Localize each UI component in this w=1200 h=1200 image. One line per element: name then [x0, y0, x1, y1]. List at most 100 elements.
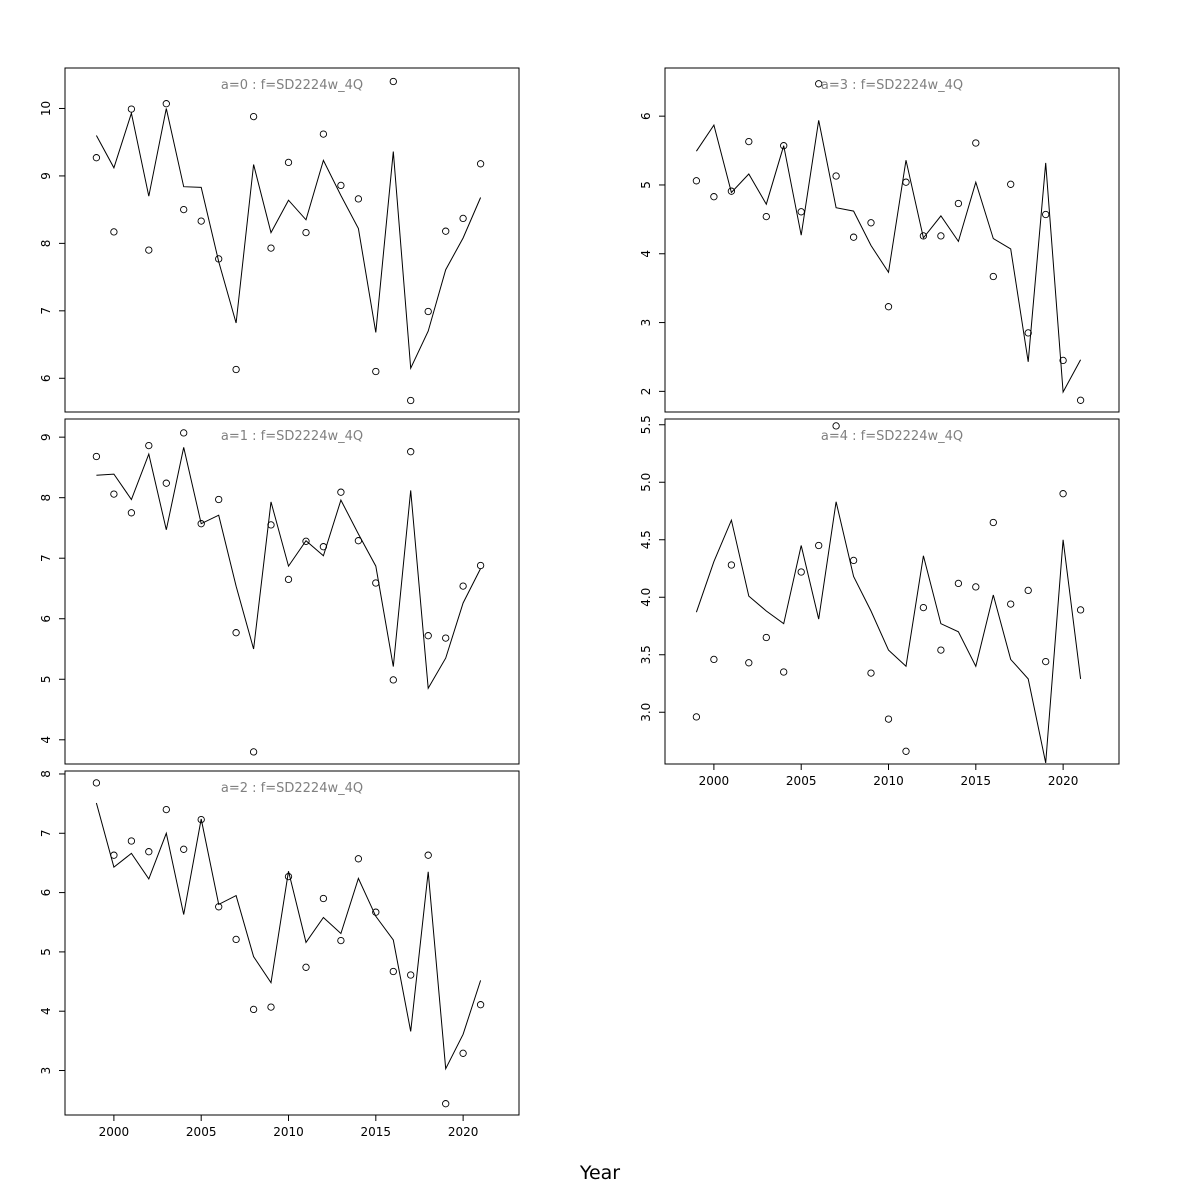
- observed-point: [92, 154, 101, 162]
- panel-title: a=2 : f=SD2224w_4Q: [221, 781, 363, 796]
- observed-point: [302, 228, 310, 237]
- panel-title: a=0 : f=SD2224w_4Q: [221, 78, 363, 93]
- observed-point: [424, 307, 432, 316]
- observed-point: [319, 130, 328, 138]
- observed-point: [389, 676, 397, 684]
- fitted-line: [95, 802, 482, 1071]
- observed-point: [989, 272, 997, 281]
- observed-point: [127, 105, 136, 113]
- x-tick-label: 2020: [1048, 774, 1079, 788]
- x-tick-label: 2020: [448, 1125, 479, 1139]
- observed-point: [972, 583, 980, 591]
- observed-point: [919, 232, 928, 240]
- observed-point: [989, 518, 997, 527]
- observed-point: [692, 177, 701, 185]
- y-tick-label: 4.5: [639, 530, 653, 549]
- plot-frame: [664, 418, 1120, 765]
- observed-point: [762, 212, 770, 221]
- observed-point: [232, 365, 240, 374]
- fitted-line: [96, 447, 482, 690]
- x-tick-label: 2005: [186, 1125, 217, 1139]
- y-tick-label: 8: [39, 770, 53, 778]
- observed-point: [832, 172, 840, 180]
- y-tick-label: 3.5: [639, 645, 653, 664]
- y-tick-label: 7: [39, 307, 53, 315]
- observed-point: [884, 715, 893, 723]
- observed-point: [110, 490, 118, 498]
- y-tick-label: 3.0: [639, 703, 653, 722]
- panel-4: a=4 : f=SD2224w_4Q 3.0 3.5 4.0 4.5 5.0 5.5 2000…: [639, 415, 1120, 788]
- observed-point: [902, 178, 910, 186]
- y-tick-label: 9: [39, 433, 53, 441]
- panel-2: a=2 : f=SD2224w_4Q 3 4 5 6 7 8 2000 2005 2010 2015…: [39, 770, 520, 1139]
- y-tick-label: 5.5: [639, 415, 653, 434]
- observed-point: [127, 837, 136, 845]
- observed-point: [476, 1001, 485, 1009]
- y-tick-label: 6: [39, 889, 53, 897]
- observed-point: [954, 199, 963, 208]
- observed-point: [197, 815, 205, 824]
- observed-point: [442, 634, 450, 642]
- y-tick-label: 2: [639, 388, 653, 396]
- fitted-line: [95, 108, 482, 371]
- x-tick-label: 2005: [786, 774, 817, 788]
- y-tick-label: 6: [39, 374, 53, 382]
- observed-point: [745, 659, 753, 667]
- observed-point: [424, 851, 432, 859]
- observed-point: [197, 217, 205, 225]
- observed-point: [937, 232, 945, 240]
- observed-point: [1076, 396, 1085, 404]
- observed-point: [319, 894, 328, 903]
- observed-point: [249, 112, 258, 121]
- observed-point: [337, 936, 345, 945]
- observed-point: [762, 633, 770, 642]
- observed-point: [1007, 180, 1015, 188]
- observed-point: [1024, 586, 1032, 595]
- observed-point: [162, 805, 170, 814]
- observed-point: [1059, 490, 1067, 498]
- observed-point: [442, 1100, 450, 1108]
- observed-point: [727, 187, 736, 195]
- x-tick-label: 2010: [873, 774, 904, 788]
- y-tick-label: 10: [39, 101, 53, 116]
- observed-point: [1007, 600, 1015, 608]
- observed-point: [954, 579, 963, 588]
- panel-title: a=1 : f=SD2224w_4Q: [221, 429, 363, 444]
- observed-point: [389, 967, 397, 976]
- x-tick-label: 2000: [99, 1125, 130, 1139]
- observed-point: [442, 227, 450, 235]
- observed-point: [815, 80, 823, 88]
- y-tick-label: 5: [39, 675, 53, 683]
- plot-frame: [64, 67, 520, 413]
- observed-point: [267, 244, 275, 252]
- panel-title: a=3 : f=SD2224w_4Q: [821, 78, 963, 93]
- observed-point: [972, 139, 980, 147]
- fitted-line: [695, 501, 1082, 764]
- observed-point: [232, 629, 240, 637]
- observed-point: [232, 935, 240, 944]
- observed-point: [145, 441, 153, 450]
- observed-point: [867, 669, 875, 677]
- y-tick-label: 5.0: [639, 473, 653, 492]
- x-tick-label: 2015: [961, 774, 992, 788]
- observed-point: [372, 367, 380, 376]
- observed-point: [710, 655, 718, 664]
- observed-point: [815, 541, 823, 550]
- observed-point: [832, 422, 840, 430]
- observed-point: [424, 632, 432, 640]
- observed-point: [389, 77, 397, 86]
- y-tick-label: 4.0: [639, 588, 653, 607]
- observed-point: [215, 495, 223, 504]
- observed-point: [197, 520, 205, 528]
- observed-point: [1076, 606, 1085, 614]
- observed-point: [267, 1003, 275, 1011]
- observed-point: [1042, 210, 1050, 219]
- y-tick-label: 6: [639, 112, 653, 120]
- observed-point: [180, 205, 188, 214]
- y-tick-label: 3: [39, 1067, 53, 1075]
- plot-frame: [664, 67, 1120, 413]
- observed-point: [92, 779, 101, 787]
- x-axis-label: Year: [579, 1162, 620, 1184]
- observed-point: [407, 396, 415, 405]
